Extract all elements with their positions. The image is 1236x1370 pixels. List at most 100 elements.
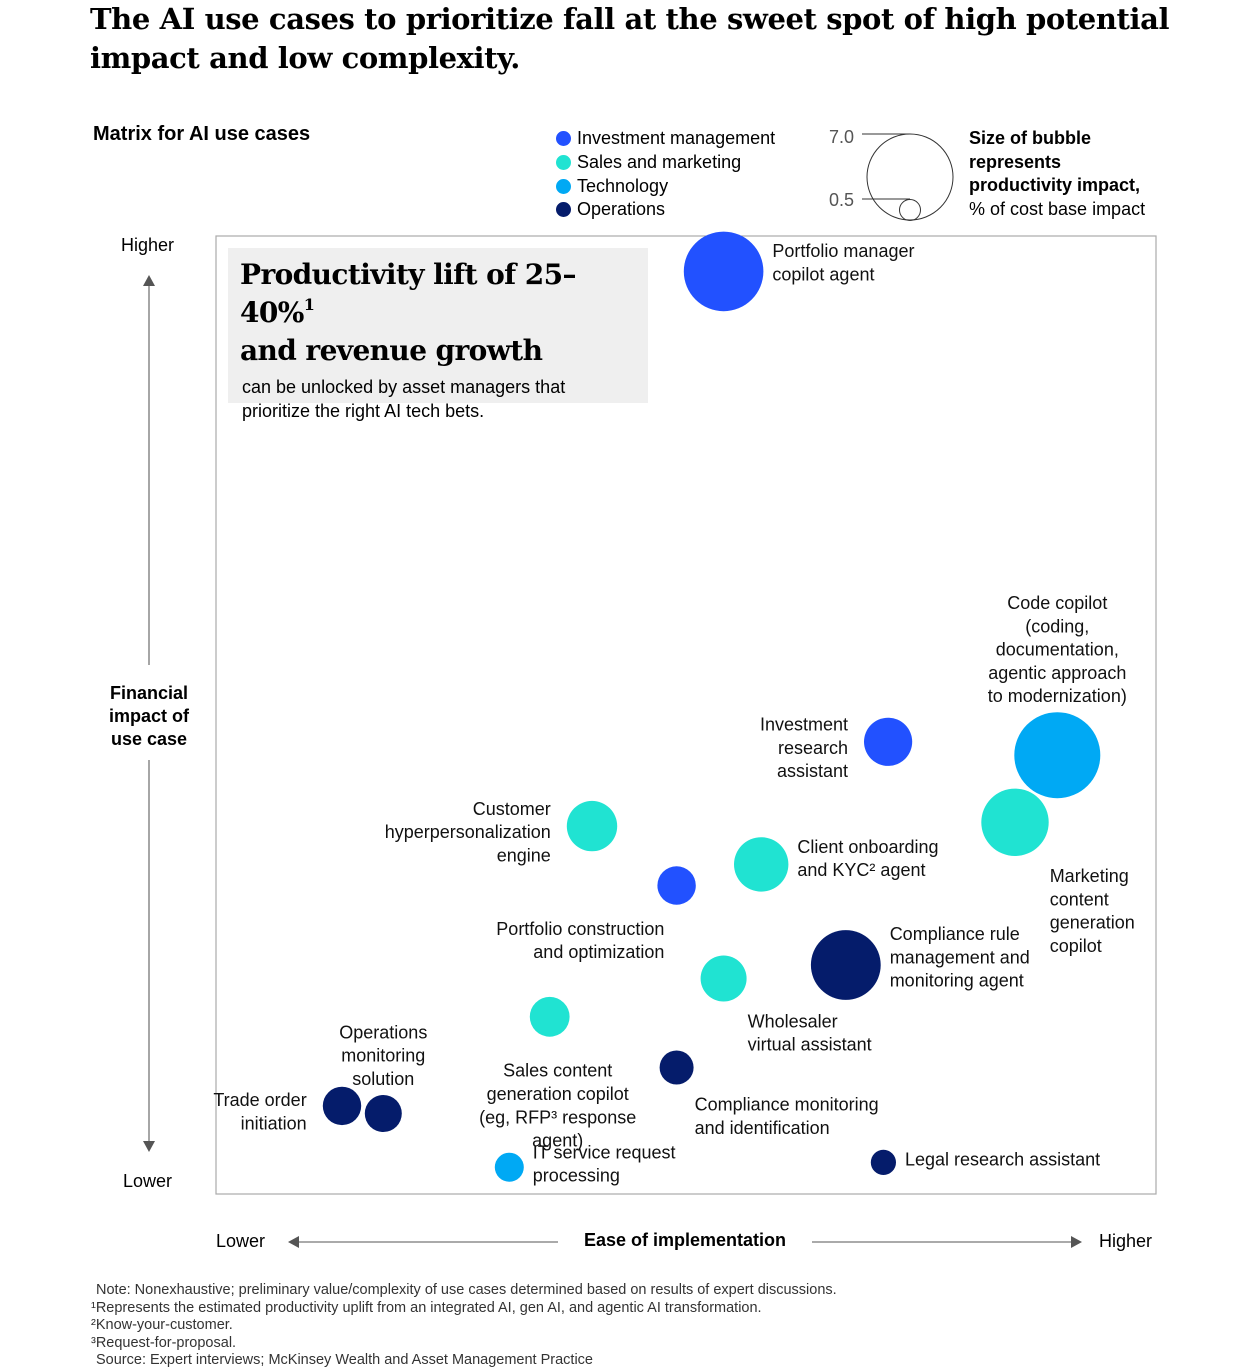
bubble-operations-monitoring-solution [364,1095,402,1132]
bubble-label-line: monitoring [341,1046,425,1066]
bubble-label-line: hyperpersonalization [385,822,551,842]
y-axis-low-label: Lower [123,1171,173,1191]
bubble-customer-hyperpersonalization-engine [566,800,618,852]
bubble-label-line: Portfolio manager [772,241,914,261]
bubble-label-customer-hyperpersonalization-engine: Customer hyperpersonalization engine [385,799,551,866]
callout-title-line2: and revenue growth [240,334,543,367]
callout-title-line1: Productivity lift of 25–40% [240,258,577,329]
bubble-label-portfolio-manager-copilot-agent: Portfolio manager copilot agent [772,241,914,284]
bubble-label-line: (eg, RFP³ response [479,1107,636,1127]
bubble-label-line: Code copilot [1007,593,1107,613]
category-legend: Investment management Sales and marketin… [556,127,775,222]
bubble-wholesaler-virtual-assistant [700,955,747,1002]
bubble-client-onboarding-and-kyc-agent [734,837,789,892]
callout-body: can be unlocked by asset managers that p… [242,377,566,421]
bubble-portfolio-manager-copilot-agent [683,231,764,312]
bubble-label-portfolio-construction-and-optimization: Portfolio construction and optimization [496,919,664,962]
legend-dot-icon [556,131,571,147]
bubble-label-line: and optimization [533,942,664,962]
bubble-code-copilot [1014,712,1101,799]
bubble-label-line: Portfolio construction [496,919,664,939]
bubble-label-client-onboarding-and-kyc-agent: Client onboarding and KYC² agent [797,837,938,880]
size-note-line: productivity impact, [969,175,1141,195]
bubble-portfolio-construction-and-optimization [657,866,696,905]
bubble-label-it-service-request-processing: IT service request processing [533,1142,676,1185]
footnote-3: ³Request-for-proposal. [91,1334,237,1351]
bubble-label-line: Legal research assistant [905,1150,1100,1170]
size-legend-min-bubble [899,199,921,221]
bubble-compliance-rule-management-and-monitoring-agent [810,930,881,1000]
y-axis-title-line: Financial [109,683,189,703]
bubble-label-line: management and [890,947,1030,967]
bubble-label-line: and identification [695,1118,830,1138]
headline: The AI use cases to prioritize fall at t… [90,2,1170,75]
bubble-label-operations-monitoring-solution: Operations monitoring solution [339,1022,427,1089]
bubble-label-line: agentic approach [988,663,1126,683]
bubble-label-line: Compliance rule [890,924,1020,944]
bubble-label-line: IT service request [533,1142,676,1162]
legend-label: Technology [577,175,669,196]
bubble-label-line: generation copilot [487,1084,629,1104]
bubble-label-legal-research-assistant: Legal research assistant [905,1150,1100,1170]
bubble-label-line: content [1050,889,1109,909]
footnote-note: Note: Nonexhaustive; preliminary value/c… [96,1282,837,1298]
legend-label: Operations [577,199,666,220]
bubble-label-line: Customer [473,799,551,819]
bubble-label-line: agent) [532,1131,583,1151]
chart-title: Matrix for AI use cases [93,123,311,145]
bubble-label-line: Trade order [213,1090,306,1110]
legend-label: Sales and marketing [577,152,742,173]
callout-title: Productivity lift of 25–40%1 and revenue… [240,256,636,370]
bubble-label-line: monitoring agent [890,971,1024,991]
bubble-label-compliance-rule-management-and-monitoring-agent: Compliance rule management and monitoring … [890,924,1030,991]
x-axis-high-label: Higher [1099,1231,1153,1251]
footnote-1: ¹Represents the estimated productivity u… [91,1299,762,1316]
y-axis-arrowhead-down [143,1141,155,1152]
legend-dot-icon [556,202,571,218]
bubble-label-line: solution [352,1069,414,1089]
legend-item-operations: Operations [556,198,775,222]
size-legend-note: Size of bubble represents productivity i… [969,127,1145,221]
bubble-label-marketing-content-generation-copilot: Marketing content generation copilot [1050,866,1135,956]
legend-dot-icon [556,178,571,194]
size-note-unit: % of cost base impact [969,198,1146,219]
x-axis-title: Ease of implementation [560,1230,810,1251]
bubble-label-line: Operations [339,1022,427,1042]
size-legend-max-bubble [866,133,954,221]
size-legend: 7.0 0.5 [829,127,954,221]
footnote-2: ²Know-your-customer. [91,1317,233,1333]
bubble-investment-research-assistant [864,717,913,766]
bubble-label-wholesaler-virtual-assistant: Wholesaler virtual assistant [748,1011,872,1054]
bubble-label-line: (coding, [1025,616,1089,636]
bubble-label-line: Client onboarding [797,837,938,857]
x-axis-low-label: Lower [216,1231,266,1251]
legend-item-sales-and-marketing: Sales and marketing [556,151,775,175]
callout-box: Productivity lift of 25–40%1 and revenue… [228,248,648,421]
callout-footnote-ref: 1 [303,295,315,314]
bubble-label-line: Compliance monitoring [695,1095,879,1115]
bubble-label-line: assistant [777,761,848,781]
size-note-line: represents [969,151,1062,172]
plot-frame [215,235,1157,1195]
footnote-source: Source: Expert interviews; McKinsey Weal… [96,1352,593,1368]
bubble-label-line: Marketing [1050,866,1129,886]
bubble-label-line: research [778,738,848,758]
bubble-label-line: initiation [241,1114,307,1134]
bubble-label-line: virtual assistant [748,1035,872,1055]
bubble-marketing-content-generation-copilot [981,788,1049,856]
y-axis-title-line: impact of [108,706,189,726]
legend-dot-icon [556,155,571,171]
bubble-label-line: documentation, [996,640,1119,660]
bubble-trade-order-initiation [322,1086,362,1126]
bubble-labels-layer: Portfolio manager copilot agent Code copil… [213,241,1134,1186]
bubble-label-line: to modernization) [988,686,1127,706]
bubble-label-line: generation [1050,913,1135,933]
legend-item-technology: Technology [556,174,775,198]
y-axis-high-label: Higher [121,235,175,255]
bubble-label-investment-research-assistant: Investment research assistant [760,715,848,782]
size-legend-min-label: 0.5 [829,190,854,210]
bubble-label-line: copilot agent [772,264,874,284]
x-axis-arrowhead-left [288,1236,299,1248]
footnotes: Note: Nonexhaustive; preliminary value/c… [91,1282,837,1370]
bubble-label-line: and KYC² agent [797,860,925,880]
